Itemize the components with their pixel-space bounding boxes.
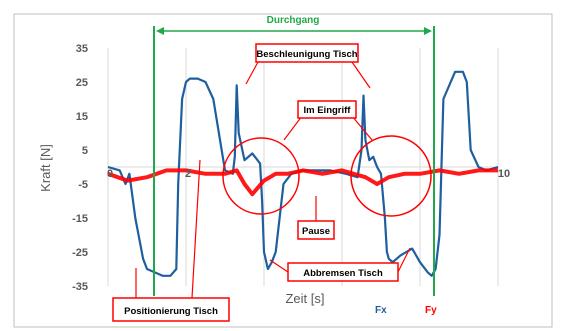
y-tick-label: 25 <box>76 77 88 89</box>
box-abbremsen: Abbremsen Tisch <box>287 262 399 282</box>
svg-text:Beschleunigung Tisch: Beschleunigung Tisch <box>256 49 357 60</box>
box-pause: Pause <box>297 220 335 240</box>
legend-fx: Fx <box>375 305 387 316</box>
y-tick-label: -15 <box>72 213 88 225</box>
durchgang-arrowhead-left <box>156 27 164 35</box>
x-tick-label: 10 <box>498 168 510 180</box>
y-tick-label: 35 <box>76 43 88 55</box>
series-line-fy <box>107 168 498 197</box>
svg-text:Pause: Pause <box>302 226 330 237</box>
annotation-leaders <box>135 61 411 299</box>
y-tick-label: -25 <box>72 247 88 259</box>
tick-labels: 35 25 15 5 -5 -15 -25 -35 0 2 10 <box>72 43 510 293</box>
x-tick-label: 0 <box>107 168 113 180</box>
y-axis-title: Kraft [N] <box>38 144 53 192</box>
chart-border <box>13 13 553 328</box>
svg-text:Abbremsen Tisch: Abbremsen Tisch <box>303 268 383 279</box>
durchgang-label: Durchgang <box>267 15 320 26</box>
x-tick-label: 2 <box>185 168 191 180</box>
box-im-eingriff: Im Eingriff <box>297 100 357 119</box>
y-tick-label: 15 <box>76 111 88 123</box>
eingriff-circle-left <box>222 137 300 215</box>
eingriff-circle-right <box>350 135 432 217</box>
y-tick-label: -5 <box>78 179 88 191</box>
legend-fy: Fy <box>425 305 437 316</box>
x-axis-title: Zeit [s] <box>285 291 324 306</box>
box-positionierung: Positionierung Tisch <box>112 297 230 322</box>
y-tick-label: 5 <box>82 145 88 157</box>
series-layer <box>107 70 499 277</box>
series-line-fx <box>107 70 499 277</box>
y-tick-label: -35 <box>72 281 88 293</box>
box-beschleunigung: Beschleunigung Tisch <box>255 43 359 63</box>
svg-text:Positionierung Tisch: Positionierung Tisch <box>124 306 218 317</box>
svg-text:Im Eingriff: Im Eingriff <box>304 105 352 116</box>
durchgang-arrowhead-right <box>424 27 432 35</box>
